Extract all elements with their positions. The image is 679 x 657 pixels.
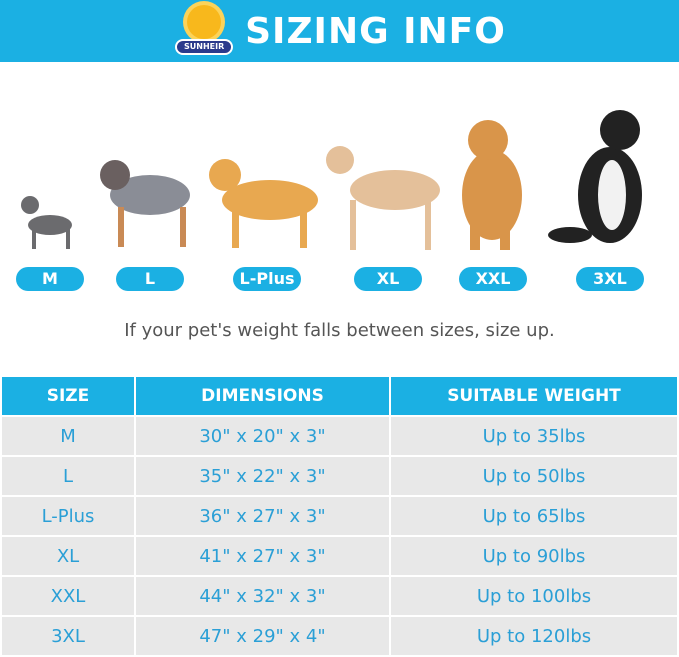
weight-cell: Up to 100lbs — [389, 575, 679, 617]
dog-l-image — [100, 160, 190, 247]
dog-xxl-image — [462, 120, 522, 250]
dimensions-cell: 47" x 29" x 4" — [134, 615, 391, 657]
weight-cell: Up to 120lbs — [389, 615, 679, 657]
table-row: L 35" x 22" x 3" Up to 50lbs — [0, 455, 679, 497]
dog-xl-image — [326, 146, 440, 250]
sunheir-logo: SUNHEIR — [173, 3, 235, 59]
size-cell: L-Plus — [0, 495, 136, 537]
weight-cell: Up to 50lbs — [389, 455, 679, 497]
size-pill-lplus: L-Plus — [233, 267, 301, 291]
weight-cell: Up to 65lbs — [389, 495, 679, 537]
dog-3xl-image — [548, 110, 642, 243]
column-header-weight: SUITABLE WEIGHT — [389, 377, 679, 417]
table-row: M 30" x 20" x 3" Up to 35lbs — [0, 415, 679, 457]
size-cell: XL — [0, 535, 136, 577]
size-pill-m: M — [16, 267, 84, 291]
sun-icon — [187, 5, 222, 39]
weight-cell: Up to 90lbs — [389, 535, 679, 577]
dimensions-cell: 35" x 22" x 3" — [134, 455, 391, 497]
sizing-note: If your pet's weight falls between sizes… — [124, 320, 555, 341]
dog-illustrations — [21, 110, 642, 250]
dog-m-image — [21, 196, 72, 249]
table-row: 3XL 47" x 29" x 4" Up to 120lbs — [0, 615, 679, 657]
table-row: XL 41" x 27" x 3" Up to 90lbs — [0, 535, 679, 577]
column-header-size: SIZE — [0, 377, 136, 417]
size-pill-3xl: 3XL — [576, 267, 644, 291]
size-cell: L — [0, 455, 136, 497]
dimensions-cell: 36" x 27" x 3" — [134, 495, 391, 537]
table-row: XXL 44" x 32" x 3" Up to 100lbs — [0, 575, 679, 617]
dog-lplus-image — [209, 159, 318, 248]
header-banner: SUNHEIR SIZING INFO — [0, 0, 679, 62]
size-cell: M — [0, 415, 136, 457]
column-header-dimensions: DIMENSIONS — [134, 377, 391, 417]
dimensions-cell: 41" x 27" x 3" — [134, 535, 391, 577]
size-pill-xxl: XXL — [459, 267, 527, 291]
size-cell: XXL — [0, 575, 136, 617]
sizing-table: SIZE DIMENSIONS SUITABLE WEIGHT M 30" x 2… — [0, 377, 679, 657]
size-pill-xl: XL — [354, 267, 422, 291]
brand-badge: SUNHEIR — [175, 39, 234, 55]
table-row: L-Plus 36" x 27" x 3" Up to 65lbs — [0, 495, 679, 537]
page-title: SIZING INFO — [245, 10, 506, 52]
dimensions-cell: 44" x 32" x 3" — [134, 575, 391, 617]
dimensions-cell: 30" x 20" x 3" — [134, 415, 391, 457]
size-pill-l: L — [116, 267, 184, 291]
size-cell: 3XL — [0, 615, 136, 657]
weight-cell: Up to 35lbs — [389, 415, 679, 457]
table-header-row: SIZE DIMENSIONS SUITABLE WEIGHT — [0, 377, 679, 417]
